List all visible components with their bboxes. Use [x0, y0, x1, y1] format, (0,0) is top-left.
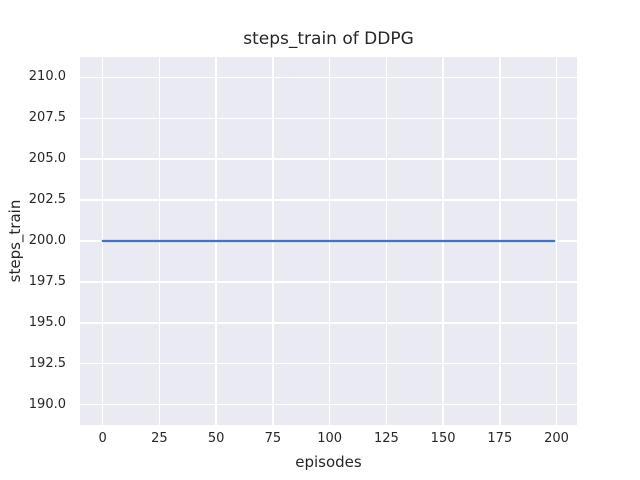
y-tick-label: 205.0: [28, 151, 66, 167]
x-tick-label: 175: [487, 431, 513, 446]
y-tick-label: 197.5: [28, 273, 66, 289]
y-gridline: [80, 403, 577, 406]
y-gridline: [80, 117, 577, 120]
y-gridline: [80, 362, 577, 365]
y-tick-label: 190.0: [28, 396, 66, 412]
x-tick-label: 150: [430, 431, 456, 446]
x-tick-label: 0: [98, 431, 107, 446]
series-layer: [101, 239, 556, 243]
chart-title: steps_train of DDPG: [243, 29, 414, 49]
plot-area: [80, 57, 577, 425]
y-gridline: [80, 199, 577, 201]
y-tick-label: 192.5: [28, 355, 66, 371]
y-gridline: [80, 76, 577, 79]
y-axis-label: steps_train: [6, 199, 24, 283]
y-tick-label: 202.5: [28, 192, 66, 208]
y-gridline: [80, 281, 577, 283]
x-tick-label: 75: [264, 431, 282, 446]
y-gridline: [80, 322, 577, 324]
y-tick-label: 200.0: [28, 233, 66, 248]
x-tick-label: 125: [373, 431, 399, 446]
x-axis-label: episodes: [295, 453, 362, 471]
y-tick-label: 210.0: [28, 69, 66, 85]
y-tick-label: 195.0: [28, 314, 66, 330]
y-gridline: [80, 158, 577, 160]
x-tick-label: 200: [544, 431, 569, 446]
x-tick-label: 25: [151, 431, 168, 446]
y-tick-label: 207.5: [28, 110, 66, 126]
x-tick-label: 50: [207, 431, 225, 446]
x-tick-label: 100: [317, 431, 343, 446]
